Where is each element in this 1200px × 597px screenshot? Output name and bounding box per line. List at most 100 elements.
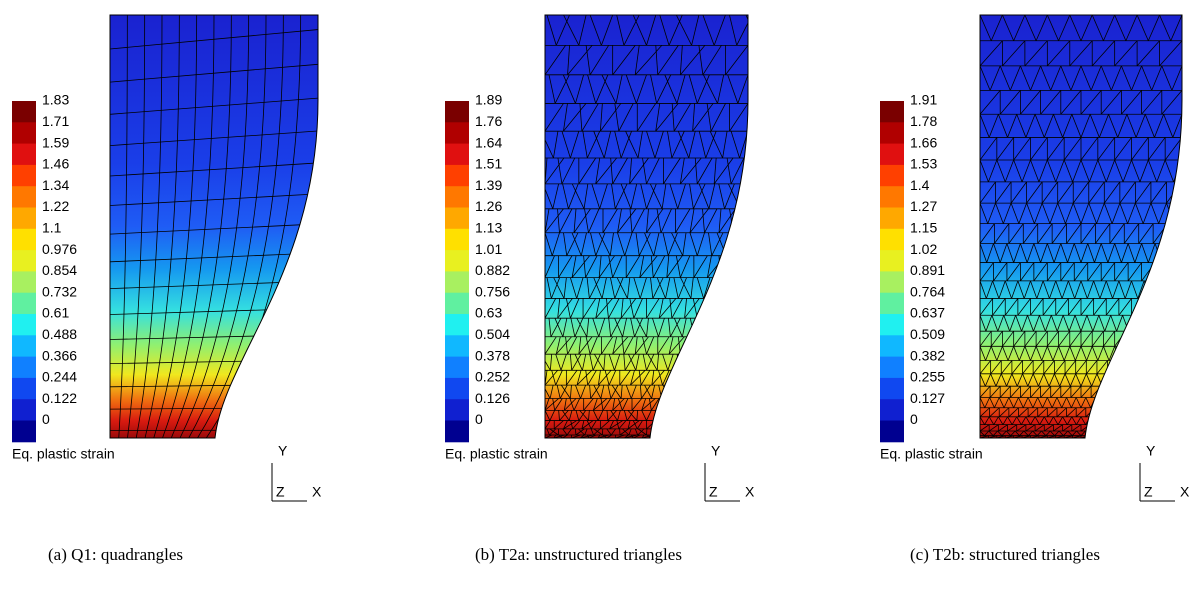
mesh-line: [656, 354, 659, 371]
mesh-line: [677, 131, 690, 159]
legend-label: 0.127: [910, 390, 945, 406]
mesh-line: [711, 232, 724, 256]
mesh-line: [1122, 159, 1132, 183]
mesh-line: [679, 255, 691, 278]
mesh-line: [616, 277, 628, 299]
mesh-line: [554, 398, 563, 411]
mesh-line: [718, 183, 725, 209]
mesh-line: [1047, 330, 1059, 347]
legend-label: 1.66: [910, 134, 937, 150]
mesh-line: [1075, 397, 1082, 408]
mesh-line: [747, 298, 748, 319]
legend-swatch: [880, 377, 904, 400]
mesh-line: [759, 15, 768, 45]
mesh-line: [560, 354, 567, 371]
mesh-line: [587, 370, 597, 386]
mesh-line: [756, 184, 764, 209]
mesh-line: [546, 428, 550, 436]
mesh-line: [545, 420, 546, 430]
mesh-line: [730, 434, 733, 438]
mesh-line: [750, 318, 754, 337]
mesh-line: [709, 398, 722, 411]
mesh-line: [615, 74, 623, 104]
mesh-line: [629, 157, 632, 184]
legend-label: 0.61: [42, 305, 69, 321]
legend-label: 1.01: [475, 241, 502, 257]
legend-swatch: [12, 122, 36, 145]
mesh-line: [689, 183, 694, 209]
mesh-line: [642, 336, 647, 355]
mesh-line: [1193, 15, 1200, 41]
mesh-line: [1030, 385, 1041, 398]
mesh-line: [1147, 159, 1158, 183]
mesh-line: [580, 232, 587, 256]
mesh-line: [740, 232, 748, 256]
mesh-line: [985, 315, 993, 332]
mesh-line: [1058, 15, 1071, 41]
mesh-line: [1131, 385, 1142, 398]
mesh-line: [1088, 202, 1097, 224]
mesh-line: [571, 434, 581, 438]
mesh-line: [1071, 114, 1082, 138]
mesh-line: [1063, 137, 1082, 161]
triad-label: Z: [276, 484, 285, 500]
legend-label: 0.504: [475, 326, 510, 342]
mesh-line: [1049, 430, 1055, 436]
mesh-line: [747, 255, 748, 278]
mesh-line: [1022, 373, 1029, 387]
mesh-line: [1037, 223, 1053, 244]
mesh-line: [1022, 360, 1034, 375]
mesh-line: [989, 407, 1000, 418]
mesh-line: [1147, 243, 1156, 263]
mesh-line: [989, 385, 1001, 398]
mesh-line: [1007, 346, 1015, 361]
mesh-line: [1089, 424, 1100, 432]
mesh-line: [717, 318, 725, 337]
mesh-line: [595, 157, 601, 184]
mesh-line: [188, 15, 267, 438]
mesh-line: [1073, 243, 1082, 263]
mesh-line: [682, 232, 687, 256]
mesh-line: [607, 410, 617, 421]
triad-label: Z: [1144, 484, 1153, 500]
mesh-line: [742, 354, 747, 371]
mesh-line: [636, 103, 657, 132]
mesh-line: [1164, 346, 1172, 361]
mesh-line: [1055, 435, 1065, 438]
mesh-line: [1063, 430, 1069, 436]
mesh-line: [1021, 435, 1031, 438]
mesh-line: [720, 277, 730, 299]
mesh-line: [1162, 397, 1168, 408]
mesh-line: [628, 428, 632, 436]
mesh-line: [1163, 315, 1171, 332]
mesh-line: [1011, 360, 1023, 375]
mesh-line: [580, 384, 586, 399]
mesh-line: [608, 354, 615, 371]
mesh-line: [641, 410, 647, 421]
mesh-line: [1006, 373, 1013, 387]
mesh-line: [633, 434, 641, 438]
mesh-line: [1028, 430, 1033, 436]
mesh-line: [1066, 416, 1073, 425]
mesh-line: [1108, 346, 1116, 361]
mesh-line: [598, 318, 606, 337]
mesh-line: [623, 336, 634, 355]
mesh-line: [1010, 181, 1027, 204]
mesh-line: [1133, 397, 1140, 408]
mesh-line: [666, 255, 670, 278]
mesh-line: [980, 15, 992, 41]
mesh-line: [614, 103, 620, 132]
mesh-line: [1124, 280, 1132, 299]
mesh-line: [595, 74, 609, 104]
mesh-line: [1043, 114, 1054, 138]
mesh-line: [1114, 346, 1121, 361]
mesh-line: [667, 354, 674, 371]
mesh-line: [650, 434, 656, 438]
mesh-line: [655, 420, 670, 430]
mesh-line: [555, 336, 572, 355]
mesh-line: [1163, 424, 1174, 432]
mesh-line: [1024, 346, 1031, 361]
mesh-line: [669, 298, 673, 319]
mesh-line: [634, 336, 649, 355]
mesh-line: [1149, 416, 1155, 425]
